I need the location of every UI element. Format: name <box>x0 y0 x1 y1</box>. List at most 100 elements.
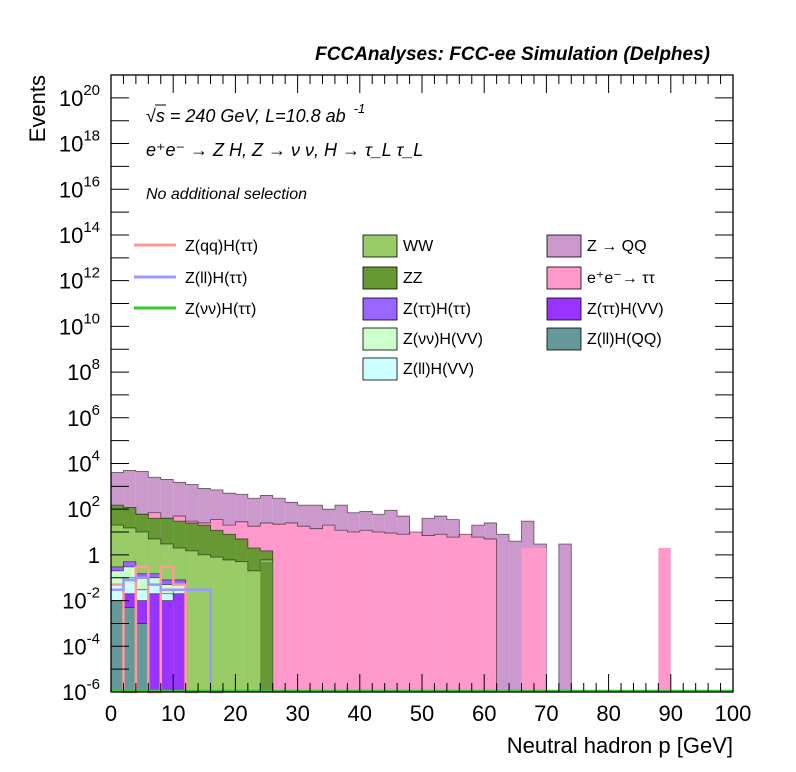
bin-bar <box>496 534 510 692</box>
legend-item-z-ll-h: Z(ll)H(ττ) <box>134 270 247 287</box>
x-tick-label: 10 <box>161 701 185 726</box>
bin-bar <box>484 538 497 692</box>
y-tick-label: 1012 <box>59 265 100 294</box>
legend-item-z-h-vv: Z(νν)H(VV) <box>362 327 483 351</box>
stacked-histogram <box>111 469 733 693</box>
legend-swatch <box>362 266 398 290</box>
bin-bar <box>471 537 485 692</box>
bin-bar <box>285 522 298 692</box>
legend-swatch <box>362 234 398 258</box>
x-tick-label: 80 <box>596 701 620 726</box>
legend-label: ZZ <box>403 270 423 287</box>
legend-label: Z(ll)H(QQ) <box>587 331 662 348</box>
x-tick-label: 50 <box>410 701 434 726</box>
x-tick-label: 40 <box>348 701 372 726</box>
bin-bar <box>422 535 435 692</box>
x-tick-label: 30 <box>285 701 309 726</box>
legend-swatch <box>546 266 582 290</box>
legend-item-z-h: Z(ττ)H(ττ) <box>362 297 471 321</box>
bin-bar <box>372 532 385 692</box>
energy-line: √s = 240 GeV, L=10.8 ab <box>146 106 346 126</box>
legend-item-e-e: e⁺e⁻→ ττ <box>546 266 655 290</box>
y-tick-label: 1 <box>88 543 100 568</box>
chart-header-title: FCCAnalyses: FCC-ee Simulation (Delphes) <box>315 44 710 65</box>
bin-bar <box>409 532 422 692</box>
bin-bar <box>297 526 311 692</box>
bin-bar <box>446 537 460 692</box>
legend-swatch <box>546 234 582 258</box>
x-tick-label: 20 <box>223 701 247 726</box>
legend-swatch <box>546 327 582 351</box>
bin-bar <box>185 550 199 692</box>
bin-bar <box>148 593 161 692</box>
bin-bar <box>210 557 223 692</box>
legend-label: Z(ll)H(ττ) <box>185 270 247 287</box>
legend-label: WW <box>403 238 434 255</box>
y-tick-label: 10-2 <box>62 585 100 614</box>
legend-swatch <box>362 297 398 321</box>
bin-bar <box>222 559 236 692</box>
y-tick-labels: 1020 1018 1016 1014 1012 1010 108 106 104 102 1 10-… <box>59 82 100 705</box>
y-tick-label: 104 <box>67 447 100 476</box>
legend-swatch <box>362 357 398 381</box>
x-tick-label: 100 <box>715 701 752 726</box>
legend-item-z-ll-h-qq: Z(ll)H(QQ) <box>546 327 662 351</box>
bin-bar <box>334 530 348 692</box>
signal-line-z-ll-h <box>111 576 223 694</box>
legend-item-ww: WW <box>362 234 434 258</box>
bin-bar <box>272 524 286 692</box>
y-axis-title: Events <box>25 75 50 142</box>
bin-bar <box>347 532 360 692</box>
legend-label: Z(ll)H(VV) <box>403 361 474 378</box>
y-tick-label: 1014 <box>59 219 100 248</box>
y-tick-label: 10-4 <box>62 630 100 659</box>
x-tick-labels: 0 10 20 30 40 50 60 70 80 90 100 <box>105 701 751 726</box>
bin-bar <box>459 534 472 692</box>
legend-label: e⁺e⁻→ ττ <box>587 270 655 287</box>
legend-label: Z(νν)H(VV) <box>403 331 483 348</box>
bin-bar <box>359 530 373 692</box>
axis-ticks <box>110 74 734 693</box>
x-tick-label: 60 <box>472 701 496 726</box>
bin-bar <box>558 543 572 692</box>
bin-bar <box>173 593 186 692</box>
x-tick-label: 70 <box>534 701 558 726</box>
bin-bar <box>123 607 136 692</box>
legend: Z(qq)H(ττ) Z(ll)H(ττ) Z(νν)H(ττ) WW ZZ Z(ττ)H… <box>134 234 664 381</box>
y-tick-label: 106 <box>67 402 100 431</box>
y-tick-label: 102 <box>67 493 100 522</box>
legend-label: Z(νν)H(ττ) <box>185 301 256 318</box>
legend-item-z-qq-h: Z(qq)H(ττ) <box>134 238 258 255</box>
legend-item-z-h-vv: Z(ττ)H(VV) <box>546 297 664 321</box>
legend-item-z-h: Z(νν)H(ττ) <box>134 301 256 318</box>
bin-bar <box>235 561 248 692</box>
legend-swatch <box>546 297 582 321</box>
bin-bar <box>135 623 149 692</box>
bin-bar <box>160 600 174 692</box>
legend-label: Z(qq)H(ττ) <box>185 238 258 255</box>
bin-bar <box>322 525 335 692</box>
y-tick-label: 1010 <box>59 310 100 339</box>
bin-bar <box>658 548 671 692</box>
bin-bar <box>521 548 547 692</box>
legend-item-z-ll-h-vv: Z(ll)H(VV) <box>362 357 474 381</box>
bin-bar <box>310 528 323 692</box>
process-label: e⁺e⁻ → Z H, Z → ν ν, H → τ_L τ_L <box>146 140 423 160</box>
bin-bar <box>247 570 261 692</box>
y-tick-label: 108 <box>67 356 100 385</box>
legend-label: Z(ττ)H(VV) <box>587 301 664 318</box>
bin-bar <box>509 541 522 692</box>
y-tick-label: 1016 <box>59 173 100 202</box>
y-tick-label: 1020 <box>59 82 100 111</box>
y-tick-label: 1018 <box>59 128 100 157</box>
bin-bar <box>260 561 273 692</box>
legend-label: Z → QQ <box>587 238 647 255</box>
y-tick-label: 10-6 <box>62 676 100 705</box>
selection-label: No additional selection <box>146 186 307 203</box>
bin-outline <box>111 469 733 693</box>
energy-exponent: -1 <box>354 101 366 116</box>
legend-label: Z(ττ)H(ττ) <box>403 301 471 318</box>
bin-bar <box>434 534 447 692</box>
x-axis-title: Neutral hadron p [GeV] <box>507 733 733 758</box>
